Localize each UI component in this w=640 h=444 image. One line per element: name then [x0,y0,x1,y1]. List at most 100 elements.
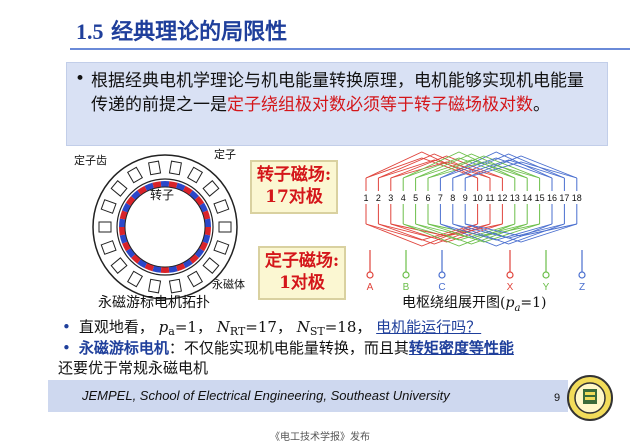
rotor-magnet [122,202,131,213]
bullet-1-pa: p [158,318,169,336]
stator-field-line2: 1对极 [279,273,325,293]
slot-number: 5 [413,193,418,203]
phase-label: C [438,282,445,293]
end-winding-top [452,159,565,179]
bullet-2-underline: 转矩密度等性能 [408,339,514,357]
slot-number: 10 [473,193,483,203]
motor-cross-section [92,154,238,300]
rotor-magnet [125,248,136,258]
credit-text: 《电工技术学报》发布 [270,432,370,443]
rotor-magnet [122,241,131,252]
rotor-magnet [189,190,199,201]
rotor-magnet [189,253,199,264]
phase-terminal [402,271,410,279]
winding-caption-sub: a [514,302,521,314]
end-winding-top [440,151,553,179]
rotor-magnet [152,181,162,189]
intro-text: 根据经典电机学理论与机电能量转换原理，电机能够实现机电能量传递的前提之一是定子绕… [91,69,597,117]
phase-label: X [507,282,514,293]
motor-caption: 永磁游标电机拓扑 [98,295,210,311]
rotor-magnet [152,265,162,273]
rotor-magnet [168,265,178,273]
end-winding-bottom [440,223,553,241]
bullet-1-nrt-sub: RT [229,325,246,338]
slot-number: 8 [450,193,455,203]
end-winding-top [427,155,540,179]
end-winding-top [465,161,577,179]
bullet-1-nrt-val: =17， [245,318,292,336]
rotor-magnet [137,185,148,196]
rotor-field-line2: 17对极 [265,187,323,207]
rotor-magnet [204,218,211,227]
phase-label: Z [579,282,585,293]
bullet-1-nst: N [296,318,310,336]
stator-slot [110,180,128,197]
winding-caption: 电枢绕组展开图(pa=1) [402,292,547,314]
stator-field-box: 定子磁场: 1对极 [258,246,346,300]
stator-slot [186,270,204,288]
slot-number: 4 [401,193,406,203]
intro-end: 。 [533,95,550,115]
bullet-2-text: ：不仅能实现机电能量转换，而且其 [168,339,409,357]
rotor-magnet [194,196,205,206]
phase-terminal [438,271,446,279]
stator-slot [218,221,232,233]
end-winding-bottom [403,223,515,247]
label-stator: 定子 [214,148,236,161]
title-number: 1.5 [76,19,104,44]
rotor-magnet [131,253,141,264]
rotor-magnet [119,218,126,227]
footer-text: JEMPEL, School of Electrical Engineering… [82,388,450,403]
university-seal-icon [567,375,613,421]
slot-number: 11 [485,193,494,203]
slot-number: 6 [425,193,430,203]
end-winding-bottom [415,223,528,245]
slot-number: 15 [535,193,545,203]
rotor-core [124,186,206,268]
bullet-2-bold: 永磁游标电机 [78,339,169,357]
stator-slot [213,240,230,255]
end-winding-bottom [465,223,577,237]
stator-slot [126,270,144,288]
rotor-magnet [199,202,208,213]
stator-slot [202,257,220,274]
end-winding-top [465,155,577,179]
phase-label: B [403,282,410,293]
bullet-1-question-link[interactable]: 电机能运行吗？ [376,318,482,336]
intro-highlight: 定子绕组极对数必须等于转子磁场极对数 [227,95,533,115]
bullet-1: • 直观地看， pa=1， NRT=17， NST=18， 电机能运行吗？ [62,316,481,338]
slot-number: 2 [376,193,381,203]
stator-field-line1: 定子磁场: [264,251,340,271]
footer-bar: JEMPEL, School of Electrical Engineering… [48,380,568,412]
bullet-1-pa-val: =1， [174,318,212,336]
label-stator-tooth: 定子齿 [74,154,107,167]
stator-slot [213,199,230,214]
rotor-magnet [199,241,208,252]
winding-diagram: 1 2 3 4 5 6 7 8 9 10 11 12 13 14 15 16 17 18A B C X Y Z [363,151,586,293]
end-winding-top [440,157,553,179]
end-winding-top [415,159,528,179]
bullet-2: • 永磁游标电机：不仅能实现机电能量转换，而且其转矩密度等性能 还要优于常规永磁电… [58,338,514,378]
rotor-magnet [131,190,141,201]
slot-number: 18 [572,193,582,203]
phase-terminal [506,271,514,279]
rotor-magnet [182,258,193,269]
bullet-1-pa-sub: a [168,325,175,338]
phase-terminal [542,271,550,279]
end-winding-bottom [465,223,577,243]
winding-caption-var: p [505,295,515,311]
stator-slot [186,166,204,184]
rotor-magnet [194,248,205,258]
rotor-magnet [160,266,170,273]
bullet-2-dot: • [62,339,71,357]
rotor-magnet [204,227,211,236]
rotor-magnet [137,258,148,269]
stator-slot [168,160,182,176]
stator-slot [202,180,220,197]
stator-slot [148,160,162,176]
end-winding-top [403,157,515,179]
stator-slot [126,166,144,184]
stator-slot [168,278,182,294]
label-magnet: 永磁体 [212,278,245,291]
stator-slot [110,257,128,274]
